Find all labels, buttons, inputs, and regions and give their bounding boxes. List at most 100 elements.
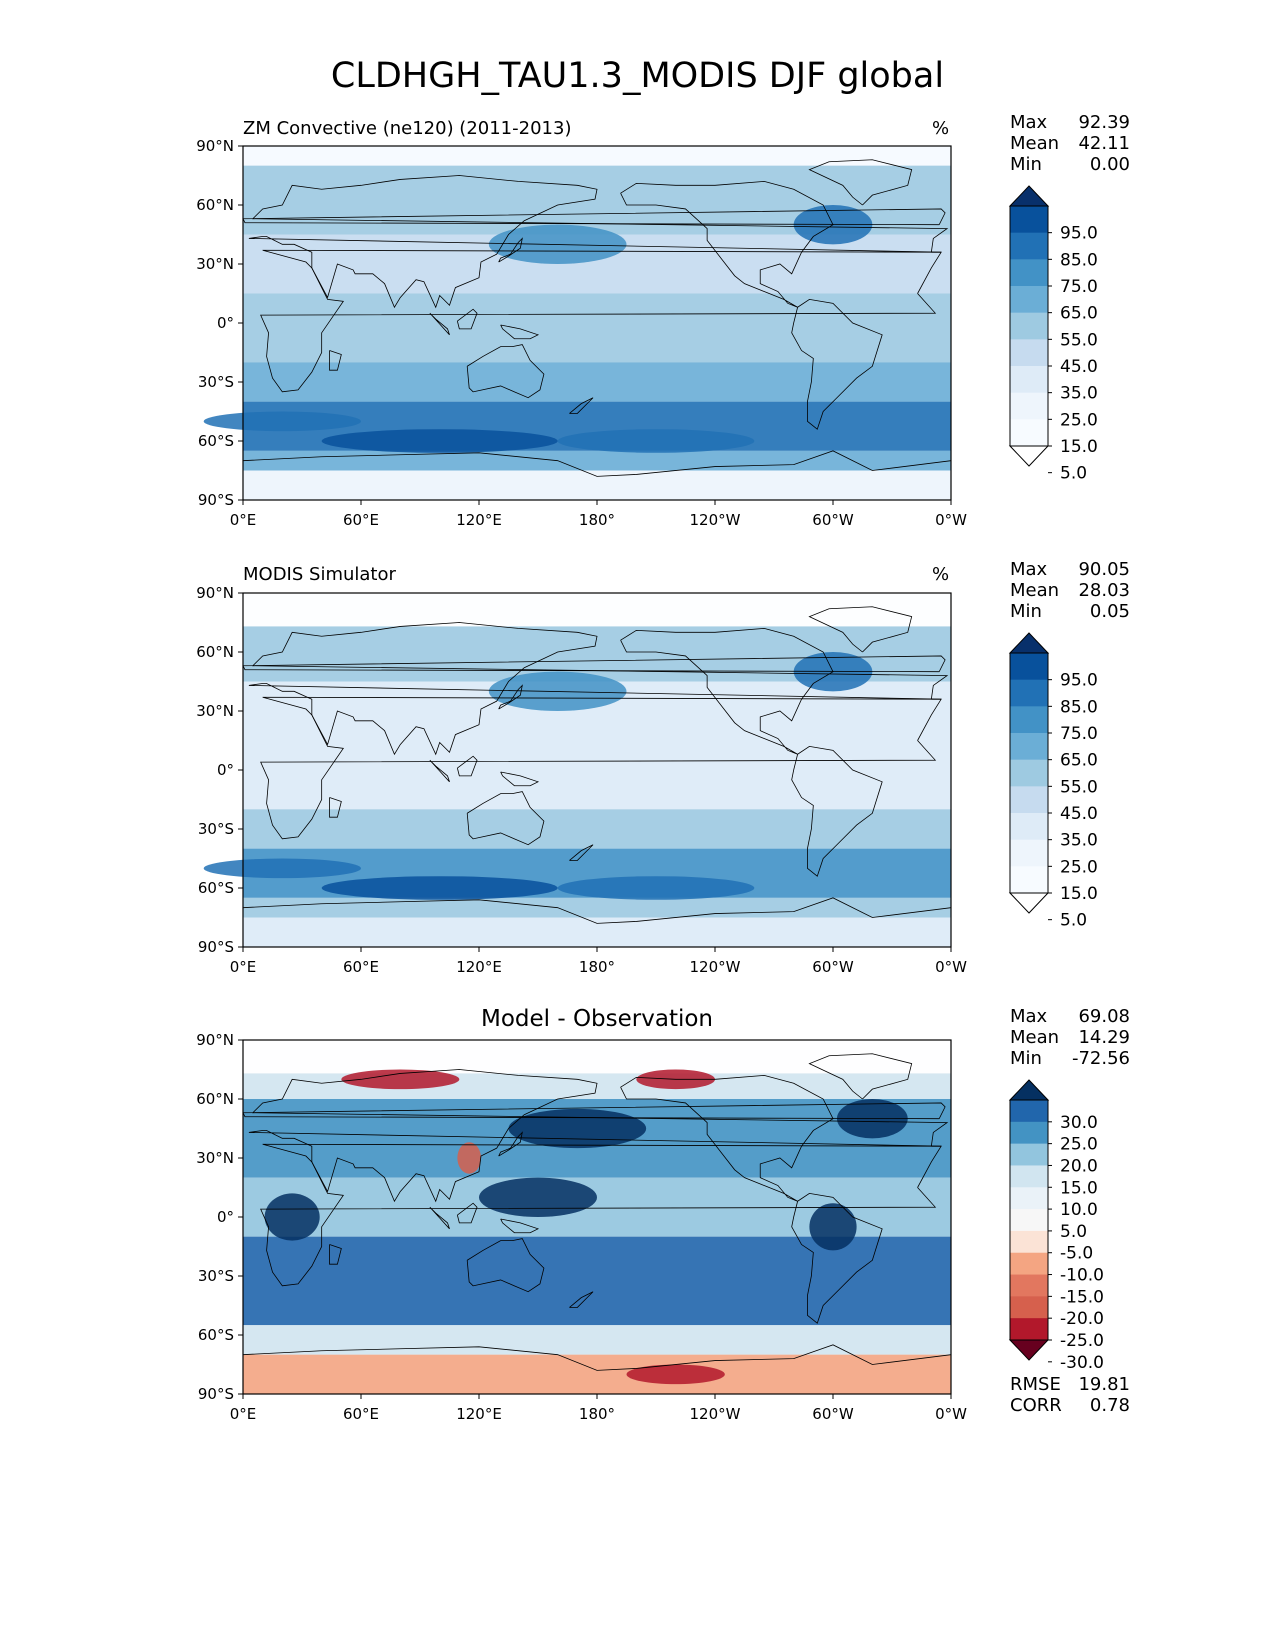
lon-tick-label: 0°E: [230, 511, 257, 529]
colorbar-tick-label: 15.0: [1060, 437, 1098, 457]
field-feature: [508, 1108, 647, 1149]
colorbar-tick-label: 10.0: [1060, 1200, 1098, 1220]
coastline: [808, 606, 913, 653]
colorbar-segment: [1010, 1230, 1048, 1254]
lon-tick-label: 120°E: [456, 958, 502, 976]
colorbar-tick-label: -10.0: [1060, 1266, 1104, 1286]
lon-tick-label: 180°: [579, 958, 615, 976]
lon-tick-label: 180°: [579, 511, 615, 529]
colorbar-tick-label: 65.0: [1060, 304, 1098, 324]
lon-tick-label: 120°E: [456, 511, 502, 529]
coastline: [429, 759, 450, 783]
coastline: [242, 450, 952, 477]
lat-tick-label: 60°S: [198, 1326, 234, 1344]
coastline: [329, 1244, 342, 1265]
coastline: [808, 159, 913, 206]
colorbar-tick-label: 55.0: [1060, 777, 1098, 797]
colorbar-segment: [1010, 1209, 1048, 1232]
panel-2-min: 0.05: [1089, 601, 1130, 622]
field-feature: [203, 858, 361, 879]
coastline: [791, 1192, 883, 1324]
colorbar-tick-label: 55.0: [1060, 330, 1098, 350]
colorbar-segment: [1010, 1274, 1048, 1297]
colorbar-extend-max: [1008, 632, 1050, 654]
field-band: [243, 470, 951, 500]
lat-tick-label: 0°: [217, 761, 234, 779]
lat-tick-label: 90°S: [198, 491, 234, 509]
colorbar-segment: [1010, 866, 1048, 894]
coastline: [620, 627, 834, 755]
panel-1-mean: 42.11: [1078, 133, 1130, 154]
colorbar-extend-min: [1008, 1339, 1050, 1361]
colorbar-tick-label: 35.0: [1060, 384, 1098, 404]
lon-tick-label: 120°W: [690, 1405, 741, 1423]
panel-3-mean: 14.29: [1078, 1027, 1130, 1048]
lon-tick-label: 0°E: [230, 958, 257, 976]
lon-tick-label: 60°W: [812, 958, 854, 976]
coastline: [429, 1206, 450, 1230]
colorbar-tick-label: 75.0: [1060, 724, 1098, 744]
colorbar-segment: [1010, 1100, 1048, 1123]
colorbar-extend-max: [1008, 1079, 1050, 1101]
field-feature: [809, 1203, 857, 1251]
colorbar-tick-label: -15.0: [1060, 1287, 1104, 1307]
colorbar-segment: [1010, 392, 1048, 420]
colorbar-extend-min: [1008, 445, 1050, 467]
coastline: [242, 208, 946, 226]
field-band: [243, 1040, 951, 1074]
colorbar-segment: [1010, 786, 1048, 814]
lat-tick-label: 0°: [217, 314, 234, 332]
stat-min-label: Min: [1010, 1048, 1042, 1069]
lat-tick-label: 30°S: [198, 1267, 234, 1285]
lat-tick-label: 60°N: [196, 196, 234, 214]
lat-tick-label: 60°S: [198, 432, 234, 450]
coastline: [248, 622, 949, 756]
colorbar-segment: [1010, 839, 1048, 867]
field-band: [243, 917, 951, 947]
lon-tick-label: 120°E: [456, 1405, 502, 1423]
stat-corr-label: CORR: [1010, 1395, 1062, 1416]
panel-3-min: -72.56: [1071, 1048, 1130, 1069]
coastline: [500, 324, 540, 340]
lat-tick-label: 30°N: [196, 1149, 234, 1167]
lon-tick-label: 0°W: [935, 1405, 967, 1423]
lon-tick-label: 60°W: [812, 511, 854, 529]
coastline: [620, 180, 834, 308]
coastline: [456, 1202, 478, 1224]
lon-tick-label: 0°E: [230, 1405, 257, 1423]
field-feature: [557, 429, 755, 453]
coastline: [260, 696, 942, 840]
stat-max-label: Max: [1010, 1006, 1048, 1027]
lon-tick-label: 180°: [579, 1405, 615, 1423]
colorbar-segment: [1010, 759, 1048, 787]
panel-2-mean: 28.03: [1078, 580, 1130, 601]
colorbar-segment: [1010, 259, 1048, 287]
colorbar-tick-label: 25.0: [1060, 1135, 1098, 1155]
field-feature: [264, 1193, 320, 1241]
stat-max-label: Max: [1010, 112, 1048, 133]
coastline: [498, 684, 523, 710]
coastline: [791, 298, 883, 430]
colorbar-segment: [1010, 1121, 1048, 1145]
lat-tick-label: 60°N: [196, 643, 234, 661]
field-feature: [557, 876, 755, 900]
colorbar-segment: [1010, 286, 1048, 314]
panel-3-max: 69.08: [1078, 1006, 1130, 1027]
field-feature: [321, 876, 558, 900]
lon-tick-label: 120°W: [690, 511, 741, 529]
lat-tick-label: 0°: [217, 1208, 234, 1226]
field-feature: [479, 1177, 597, 1218]
colorbar-segment: [1010, 706, 1048, 734]
field-band: [243, 1354, 951, 1394]
colorbar-segment: [1010, 206, 1048, 234]
lat-tick-label: 90°N: [196, 584, 234, 602]
stat-mean-label: Mean: [1010, 580, 1060, 601]
coastline: [500, 1218, 540, 1234]
lat-tick-label: 30°S: [198, 820, 234, 838]
coastline: [248, 175, 949, 309]
coastline: [329, 350, 342, 371]
stat-mean-label: Mean: [1010, 133, 1060, 154]
colorbar-tick-label: 15.0: [1060, 884, 1098, 904]
lon-tick-label: 60°E: [343, 511, 379, 529]
colorbar-segment: [1010, 232, 1048, 260]
